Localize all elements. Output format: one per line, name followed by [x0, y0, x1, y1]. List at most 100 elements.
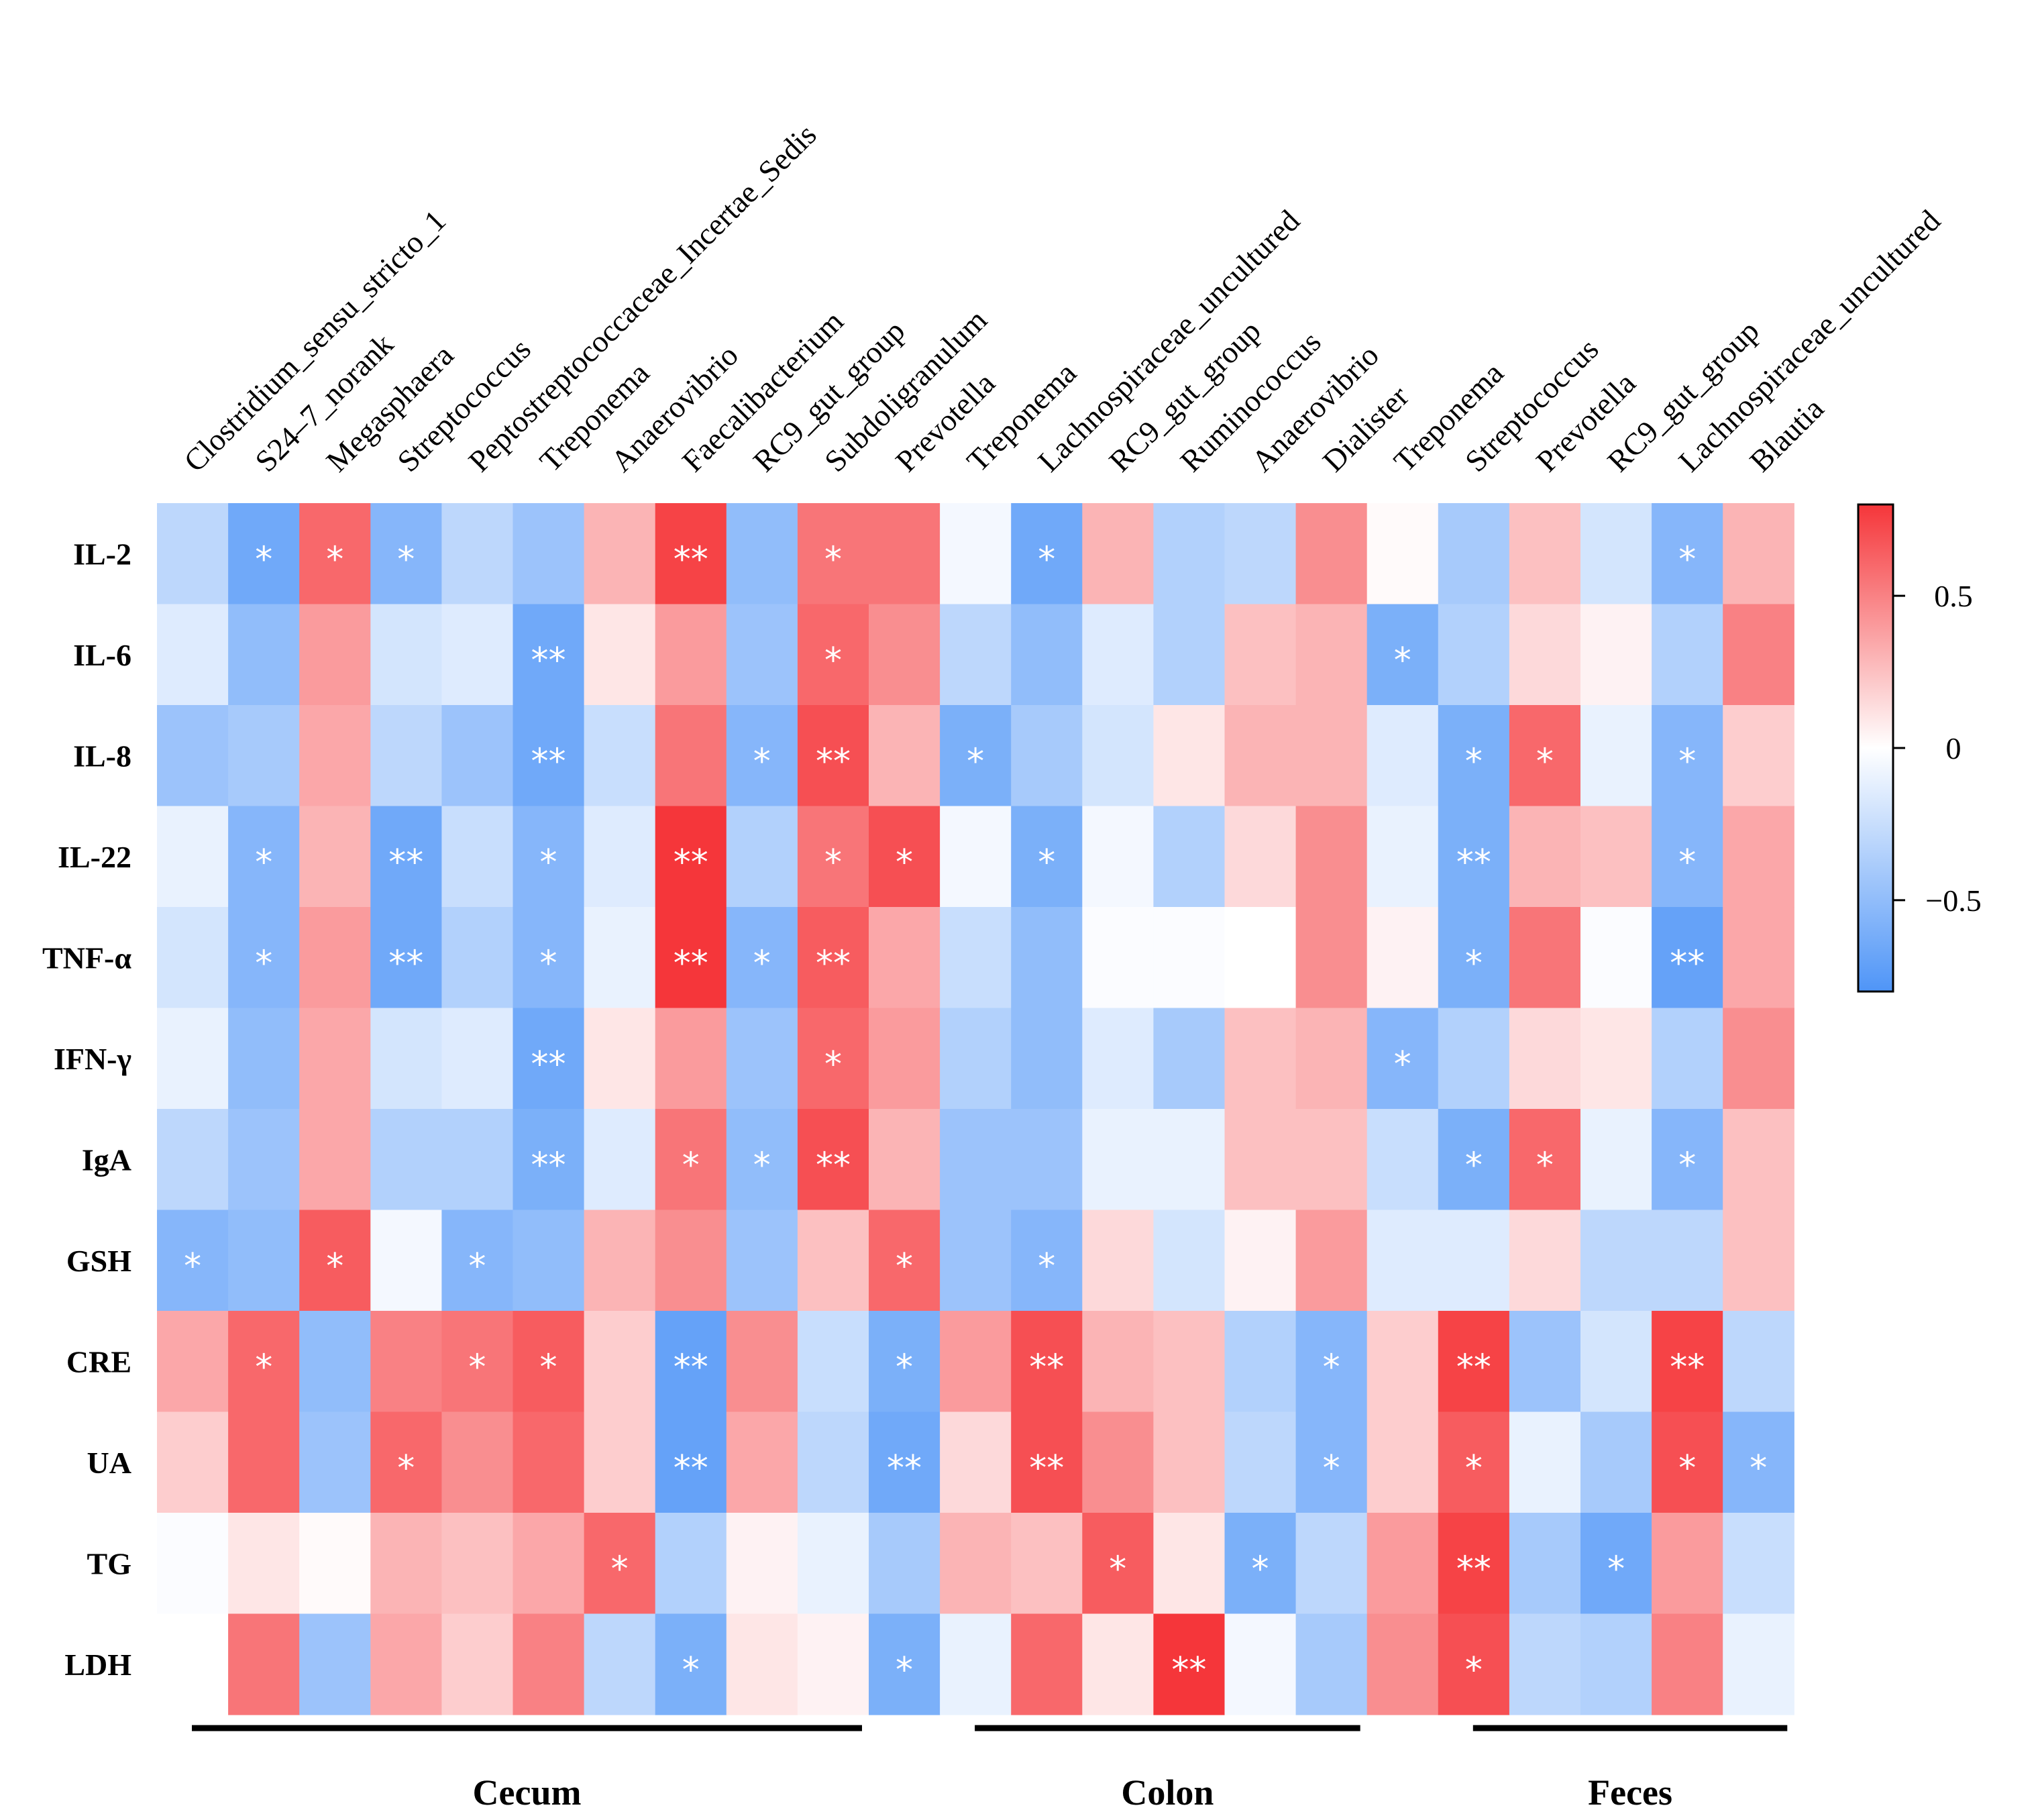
- heatmap-cell: [370, 907, 442, 1009]
- heatmap-cell: [1438, 907, 1510, 1009]
- heatmap-cell: [584, 1411, 656, 1513]
- heatmap-cell: [655, 604, 727, 706]
- heatmap-cell: [1153, 806, 1226, 908]
- significance-marker: *: [1038, 539, 1055, 580]
- row-label: CRE: [66, 1344, 131, 1379]
- heatmap-cell: [655, 1513, 727, 1615]
- significance-marker: *: [1109, 1549, 1126, 1589]
- heatmap-cell: [940, 604, 1012, 706]
- heatmap-cell: [299, 1210, 371, 1312]
- heatmap-cell: [584, 705, 656, 807]
- heatmap-cell: [869, 1513, 941, 1615]
- significance-marker: *: [397, 539, 415, 580]
- heatmap-cell: [1011, 1210, 1083, 1312]
- heatmap-cell: [228, 604, 300, 706]
- heatmap-cell: [869, 604, 941, 706]
- row-label: TG: [87, 1546, 131, 1581]
- heatmap-cell: [299, 1008, 371, 1110]
- heatmap-cell: [1438, 1613, 1510, 1715]
- heatmap-cell: [1652, 1613, 1723, 1715]
- significance-marker: *: [540, 843, 557, 883]
- significance-marker: *: [255, 539, 272, 580]
- significance-marker: *: [397, 1448, 415, 1489]
- heatmap-cell: [1580, 503, 1652, 605]
- heatmap-cell: [1652, 1411, 1723, 1513]
- row-label: IL-2: [73, 537, 131, 571]
- heatmap-cell: [1224, 1008, 1297, 1110]
- heatmap-cell: [1652, 604, 1723, 706]
- heatmap-cell: [797, 1613, 869, 1715]
- heatmap-cell: [1509, 1008, 1581, 1110]
- heatmap-cell: [1652, 503, 1723, 605]
- heatmap-cell: [1438, 1411, 1510, 1513]
- colorbar: 0.5 0 −0.5: [1857, 503, 1982, 993]
- heatmap-cell: [797, 1109, 869, 1211]
- heatmap-cell: [1295, 1210, 1368, 1312]
- heatmap-cell: [1366, 604, 1439, 706]
- significance-marker: *: [1394, 1045, 1411, 1085]
- heatmap-cell: [370, 1210, 442, 1312]
- heatmap-cell: [370, 1311, 442, 1413]
- heatmap-cell: [1723, 1210, 1794, 1312]
- heatmap-cell: [584, 907, 656, 1009]
- heatmap-cell: [228, 1008, 300, 1110]
- heatmap-cell: [1580, 907, 1652, 1009]
- heatmap-cell: [1153, 907, 1226, 1009]
- significance-marker: *: [1536, 1145, 1554, 1185]
- heatmap-cell: [726, 1109, 798, 1211]
- heatmap-cell: [1723, 907, 1794, 1009]
- heatmap-cell: [726, 907, 798, 1009]
- significance-marker: *: [1323, 1347, 1340, 1387]
- heatmap-cell: [1438, 705, 1510, 807]
- heatmap-cell: [513, 1210, 585, 1312]
- significance-marker: **: [1029, 1347, 1064, 1387]
- heatmap-cell: [1295, 604, 1368, 706]
- colorbar-ticks: 0.5 0 −0.5: [1893, 579, 1982, 918]
- heatmap-cell: [940, 1109, 1012, 1211]
- heatmap-cell: [584, 1210, 656, 1312]
- significance-marker: *: [896, 843, 913, 883]
- heatmap-cell: [1011, 1008, 1083, 1110]
- heatmap-cell: [940, 705, 1012, 807]
- significance-marker: *: [468, 1347, 486, 1387]
- significance-marker: *: [1465, 1145, 1483, 1185]
- row-labels: IL-2 IL-6 IL-8 IL-22 TNF-α IFN-γ IgA GSH CRE UA TG…: [42, 537, 131, 1682]
- heatmap-cell: [1580, 1513, 1652, 1615]
- heatmap-cell: [1509, 1411, 1581, 1513]
- heatmap-cell: [1295, 1008, 1368, 1110]
- heatmap-cell: [157, 1008, 229, 1110]
- heatmap-cell: [370, 1109, 442, 1211]
- heatmap-cell: [1295, 1109, 1368, 1211]
- heatmap-cell: [299, 1311, 371, 1413]
- heatmap-cell: [797, 806, 869, 908]
- heatmap-cell: [513, 1613, 585, 1715]
- heatmap-cell: [1295, 705, 1368, 807]
- heatmap-cell: [655, 705, 727, 807]
- significance-marker: *: [1038, 843, 1055, 883]
- heatmap-cell: [299, 1411, 371, 1513]
- significance-marker: **: [816, 943, 851, 983]
- heatmap-cell: [1011, 503, 1083, 605]
- significance-marker: *: [255, 843, 272, 883]
- heatmap-cell: [1366, 806, 1439, 908]
- heatmap-cell: [513, 1109, 585, 1211]
- heatmap-cell: [1509, 705, 1581, 807]
- heatmap-cell: [370, 806, 442, 908]
- heatmap-cell: [726, 1210, 798, 1312]
- heatmap-cell: [1366, 1613, 1439, 1715]
- heatmap-cell: [513, 1311, 585, 1413]
- heatmap-cell: [157, 1513, 229, 1615]
- heatmap-cell: [1366, 1311, 1439, 1413]
- heatmap-cell: [1652, 907, 1723, 1009]
- significance-marker: *: [824, 539, 842, 580]
- significance-marker: *: [753, 741, 771, 782]
- significance-marker: **: [816, 741, 851, 782]
- heatmap-cell: [1082, 806, 1154, 908]
- heatmap-cell: [869, 503, 941, 605]
- heatmap-cell: [1224, 503, 1297, 605]
- heatmap-cell: [1153, 1210, 1226, 1312]
- significance-marker: **: [1670, 943, 1705, 983]
- significance-marker: *: [824, 1045, 842, 1085]
- heatmap-cell: [1224, 1210, 1297, 1312]
- significance-marker: *: [896, 1246, 913, 1287]
